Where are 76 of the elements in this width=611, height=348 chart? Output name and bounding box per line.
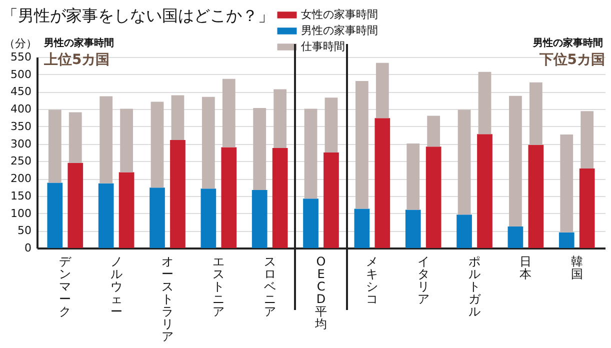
bar (478, 72, 492, 134)
y-tick-label: 350 (10, 120, 32, 133)
bar (426, 146, 442, 248)
bar (456, 214, 472, 248)
y-tick-label: 100 (10, 206, 32, 220)
x-tick-label: デンマーク (59, 254, 72, 318)
text: 男性の家事時間 (44, 36, 114, 50)
bar (274, 89, 287, 148)
x-tick-label: OECD平均 (314, 254, 327, 331)
x-tick-label: 韓国 (570, 254, 583, 281)
bar (580, 111, 594, 168)
y-tick-label: 450 (10, 85, 32, 98)
x-tick-label: オーストラリア (161, 254, 174, 344)
bar (200, 188, 216, 248)
bar (150, 102, 164, 188)
bar (150, 188, 165, 248)
bar (252, 190, 268, 248)
y-tick-label: 550 (10, 50, 32, 64)
bar (304, 108, 318, 199)
annotation: 下位5カ国 (539, 51, 605, 69)
legend-label: 仕事時間 (301, 40, 345, 53)
legend-label: 男性の家事時間 (301, 24, 378, 37)
bar (48, 110, 62, 183)
bar (355, 80, 368, 209)
bar (253, 108, 266, 190)
bar (68, 162, 84, 248)
y-tick-label: 0 (24, 242, 32, 254)
bar (98, 183, 114, 248)
bar (324, 98, 338, 152)
bar (376, 62, 389, 118)
x-tick-label: メキシコ (366, 254, 378, 306)
bar (170, 140, 186, 248)
y-axis-title: （分） (4, 36, 37, 51)
x-tick-label: ポルトガル (468, 254, 482, 318)
bar (509, 96, 522, 226)
bar (118, 172, 134, 248)
y-tick-label: 150 (10, 189, 32, 202)
text: 男性の家事時間 (533, 36, 603, 50)
bar (324, 152, 339, 248)
annotation: 上位5カ国 (44, 51, 110, 69)
bar (202, 96, 215, 189)
bar (374, 118, 390, 248)
x-tick-label: エストニア (212, 254, 225, 318)
x-tick-label: イタリア (417, 254, 430, 306)
bar (354, 208, 370, 248)
bar (406, 143, 420, 210)
bar (303, 198, 318, 248)
chart-title: 「男性が家事をしない国はどこか？」 (2, 6, 274, 27)
bar (222, 78, 236, 148)
bar (68, 112, 82, 163)
x-tick-label: 日本 (520, 254, 532, 281)
y-tick-label: 500 (10, 68, 32, 81)
bar (560, 134, 574, 232)
bar (579, 168, 595, 248)
legend-label: 女性の家事時間 (301, 8, 378, 21)
bar (558, 232, 574, 248)
bar (508, 226, 524, 248)
bar (458, 110, 471, 215)
x-tick-label: スロベニア (264, 254, 276, 318)
bar (477, 134, 492, 248)
y-tick-label: 400 (10, 102, 32, 116)
y-tick-label: 200 (10, 172, 32, 186)
bar (120, 108, 133, 172)
bar (171, 95, 184, 140)
bar (427, 116, 440, 147)
bar (47, 182, 63, 248)
y-tick-label: 50 (18, 224, 32, 238)
bar (221, 147, 237, 248)
bar (100, 96, 113, 184)
bar (272, 148, 288, 248)
x-tick-label: ノルウェー (110, 254, 122, 318)
bar (405, 210, 421, 248)
bar (529, 82, 542, 145)
y-tick-label: 250 (10, 154, 32, 168)
y-tick-label: 300 (10, 137, 32, 150)
bar (528, 144, 544, 248)
